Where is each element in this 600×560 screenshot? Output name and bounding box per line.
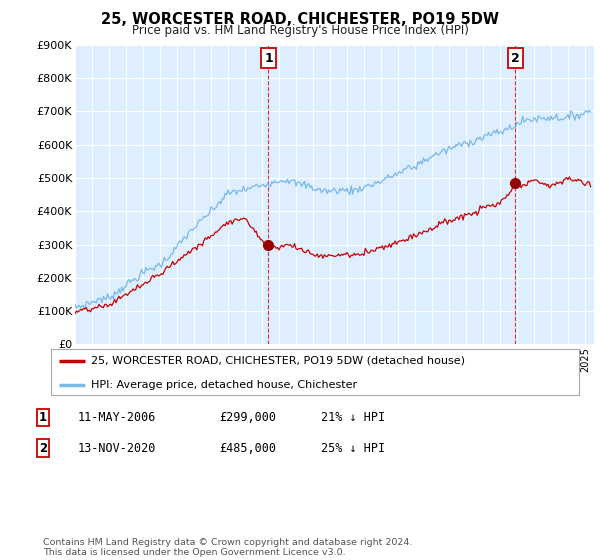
Text: 1: 1 <box>264 52 273 64</box>
Text: 2: 2 <box>511 52 520 64</box>
Text: Contains HM Land Registry data © Crown copyright and database right 2024.
This d: Contains HM Land Registry data © Crown c… <box>43 538 413 557</box>
Text: 25% ↓ HPI: 25% ↓ HPI <box>321 441 385 455</box>
Text: 1: 1 <box>39 410 47 424</box>
Text: 25, WORCESTER ROAD, CHICHESTER, PO19 5DW: 25, WORCESTER ROAD, CHICHESTER, PO19 5DW <box>101 12 499 27</box>
Text: 11-MAY-2006: 11-MAY-2006 <box>78 410 157 424</box>
Text: 21% ↓ HPI: 21% ↓ HPI <box>321 410 385 424</box>
Text: £299,000: £299,000 <box>219 410 276 424</box>
Text: 25, WORCESTER ROAD, CHICHESTER, PO19 5DW (detached house): 25, WORCESTER ROAD, CHICHESTER, PO19 5DW… <box>91 356 464 366</box>
Text: 2: 2 <box>39 441 47 455</box>
Text: HPI: Average price, detached house, Chichester: HPI: Average price, detached house, Chic… <box>91 380 357 390</box>
Text: Price paid vs. HM Land Registry's House Price Index (HPI): Price paid vs. HM Land Registry's House … <box>131 24 469 36</box>
Text: 13-NOV-2020: 13-NOV-2020 <box>78 441 157 455</box>
Text: £485,000: £485,000 <box>219 441 276 455</box>
